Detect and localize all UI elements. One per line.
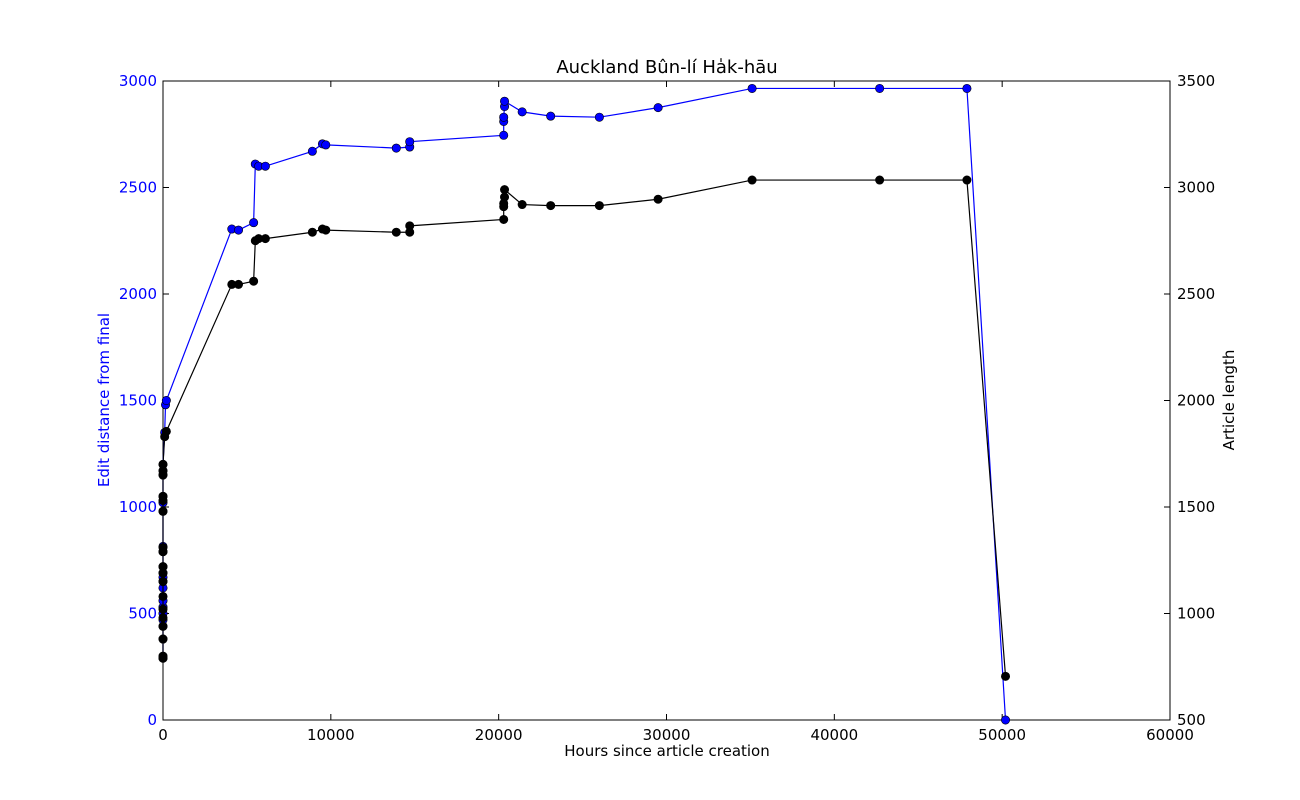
data-point: [499, 214, 509, 224]
x-tick-label: 10000: [307, 726, 355, 744]
data-point: [405, 221, 415, 231]
data-point: [1001, 715, 1011, 725]
plot-frame: [162, 80, 1171, 721]
data-point: [260, 234, 270, 244]
y-left-tick-label: 500: [128, 605, 157, 623]
data-point: [405, 137, 415, 147]
x-tick-label: 0: [158, 726, 168, 744]
y-left-tick-label: 1500: [119, 392, 157, 410]
data-point: [500, 185, 510, 195]
x-tick-label: 30000: [643, 726, 691, 744]
chart-title: Auckland Bûn-lí Ha̍k-hāu: [556, 57, 777, 78]
data-point: [546, 201, 556, 211]
data-point: [158, 634, 168, 644]
data-point: [747, 175, 757, 185]
x-axis: 0 10000 20000 30000 40000 50000 60000: [158, 81, 1194, 744]
data-point: [158, 562, 168, 572]
data-point: [249, 276, 259, 286]
data-point: [234, 279, 244, 289]
data-point: [962, 175, 972, 185]
data-point: [158, 591, 168, 601]
data-point: [158, 651, 168, 661]
x-tick-label: 60000: [1146, 726, 1194, 744]
y-right-tick-label: 1500: [1177, 498, 1215, 516]
y-right-tick-label: 3000: [1177, 179, 1215, 197]
data-point: [517, 200, 527, 210]
data-point: [161, 426, 171, 436]
y-right-tick-label: 500: [1177, 711, 1206, 729]
y-left-tick-label: 1000: [119, 498, 157, 516]
y-axis-left: 0 500 1000 1500 2000 2500 3000: [119, 72, 169, 729]
data-point: [161, 395, 171, 405]
x-axis-label: Hours since article creation: [564, 742, 770, 760]
data-point: [391, 227, 401, 237]
data-point: [321, 140, 331, 150]
y-left-tick-label: 3000: [119, 72, 157, 90]
x-tick-label: 20000: [475, 726, 523, 744]
data-point: [594, 201, 604, 211]
series-right: [158, 175, 1011, 681]
data-point: [158, 491, 168, 501]
data-point: [158, 506, 168, 516]
x-tick-label: 40000: [810, 726, 858, 744]
data-point: [321, 225, 331, 235]
y-right-tick-label: 1000: [1177, 605, 1215, 623]
x-tick-label: 50000: [978, 726, 1026, 744]
data-point: [158, 459, 168, 469]
y-left-tick-label: 0: [147, 711, 157, 729]
data-point: [747, 83, 757, 93]
data-point: [594, 112, 604, 122]
data-point: [158, 621, 168, 631]
data-point: [307, 227, 317, 237]
data-point: [499, 112, 509, 122]
data-point: [1001, 671, 1011, 681]
data-point: [500, 192, 510, 202]
y-axis-right-label: Article length: [1220, 350, 1238, 451]
data-point: [158, 542, 168, 552]
series-layer: [158, 83, 1011, 725]
y-left-tick-label: 2500: [119, 179, 157, 197]
data-point: [307, 146, 317, 156]
data-point: [158, 604, 168, 614]
y-axis-left-label: Edit distance from final: [95, 313, 113, 487]
data-point: [500, 96, 510, 106]
data-point: [875, 175, 885, 185]
data-point: [962, 83, 972, 93]
y-right-tick-label: 2500: [1177, 285, 1215, 303]
y-right-tick-label: 2000: [1177, 392, 1215, 410]
data-point: [517, 107, 527, 117]
data-point: [391, 143, 401, 153]
data-point: [158, 613, 168, 623]
data-point: [499, 130, 509, 140]
data-point: [260, 161, 270, 171]
data-point: [546, 111, 556, 121]
y-right-tick-label: 3500: [1177, 72, 1215, 90]
data-point: [875, 83, 885, 93]
data-point: [158, 577, 168, 587]
y-axis-right: 500 1000 1500 2000 2500 3000 3500: [1164, 72, 1215, 729]
series-line: [162, 179, 1007, 677]
data-point: [653, 194, 663, 204]
y-left-tick-label: 2000: [119, 285, 157, 303]
data-point: [234, 225, 244, 235]
data-point: [249, 218, 259, 228]
data-point: [653, 103, 663, 113]
